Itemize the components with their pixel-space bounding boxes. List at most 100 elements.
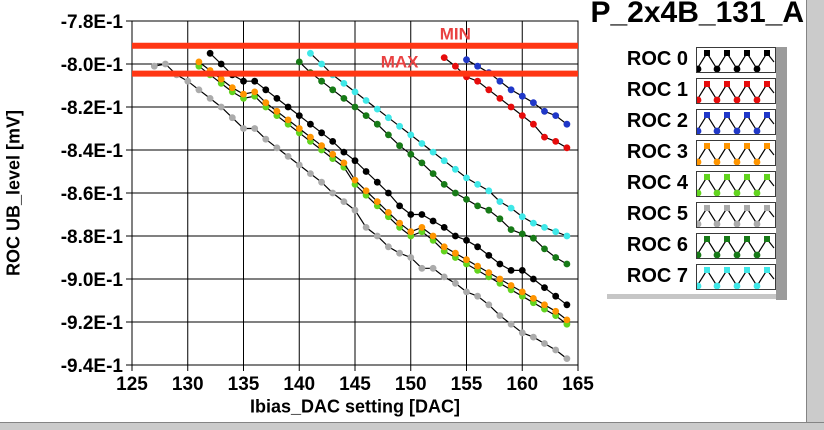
data-point (463, 288, 470, 296)
data-point (474, 181, 481, 188)
data-point (496, 215, 504, 223)
data-point (329, 86, 337, 94)
data-point (530, 275, 537, 283)
x-axis-title: Ibias_DAC setting [DAC] (249, 396, 461, 417)
data-point (195, 86, 203, 94)
data-point (530, 295, 537, 302)
data-point (206, 49, 214, 57)
series-roc-2 (463, 56, 571, 128)
data-point (530, 219, 537, 227)
plot-style-icon (697, 173, 775, 196)
data-point (563, 144, 571, 152)
y-tick-label: -9.2E-1 (61, 313, 124, 334)
data-point (452, 249, 459, 257)
y-tick-label: -9.4E-1 (61, 356, 124, 377)
data-point (396, 142, 403, 150)
data-point (440, 243, 448, 251)
page-title: P_2x4B_131_A (590, 0, 804, 29)
window-border-bottom (0, 422, 824, 430)
data-point (195, 58, 203, 66)
data-point (452, 165, 459, 173)
data-point (373, 120, 381, 128)
y-tick-label: -8.8E-1 (61, 227, 124, 248)
data-point (407, 228, 415, 236)
data-point (496, 275, 504, 283)
data-point (240, 77, 247, 85)
x-tick-label: 155 (451, 374, 483, 395)
data-point (429, 264, 437, 272)
data-point (318, 60, 325, 68)
data-point (518, 112, 526, 119)
legend-swatch-roc-5[interactable] (696, 201, 776, 228)
data-point (496, 77, 504, 85)
data-point (184, 77, 192, 85)
data-point (463, 196, 470, 203)
legend-label: ROC 2 (626, 110, 688, 132)
data-point (552, 254, 560, 261)
series-roc-3 (195, 58, 571, 324)
legend-label: ROC 4 (626, 172, 688, 194)
data-point (396, 202, 403, 210)
data-point (563, 301, 571, 309)
data-point (429, 148, 437, 156)
data-point (474, 77, 481, 85)
y-axis-ticks: -7.8E-1 -8.0E-1 -8.2E-1 -8.4E-1 -8.6E-1 -8.8E… (61, 12, 132, 377)
data-point (507, 103, 515, 111)
data-point (295, 161, 303, 169)
data-point (452, 189, 459, 197)
data-point (485, 269, 493, 276)
data-point (440, 54, 448, 61)
legend-swatch-roc-4[interactable] (696, 170, 776, 197)
data-point (440, 157, 448, 165)
data-point (418, 211, 426, 218)
legend-shadow-right (776, 47, 787, 300)
data-point (351, 157, 359, 165)
data-point (541, 340, 548, 347)
y-tick-label: -8.6E-1 (61, 184, 124, 205)
data-point (240, 125, 247, 132)
data-point (485, 86, 493, 94)
data-point (530, 120, 537, 128)
legend-swatch-roc-7[interactable] (696, 263, 776, 290)
data-point (518, 329, 526, 337)
y-tick-label: -9.0E-1 (61, 270, 124, 291)
data-point (262, 99, 270, 107)
legend-swatch-roc-2[interactable] (696, 108, 776, 135)
data-point (351, 103, 359, 111)
legend-label: ROC 0 (626, 48, 688, 70)
legend-swatch-roc-1[interactable] (696, 77, 776, 104)
legend-swatch-roc-3[interactable] (696, 139, 776, 166)
data-point (273, 107, 281, 115)
data-point (318, 142, 325, 150)
data-point (541, 301, 548, 309)
data-point (295, 58, 303, 66)
legend-swatch-roc-0[interactable] (696, 46, 776, 73)
data-point (351, 176, 359, 184)
data-point (340, 198, 348, 206)
data-point (541, 107, 548, 115)
data-point (496, 198, 504, 206)
data-point (541, 133, 548, 141)
data-point (162, 60, 169, 68)
data-point (452, 62, 459, 70)
legend-item-roc-1: ROC 1 (598, 75, 776, 106)
data-point (329, 138, 337, 145)
x-axis-ticks: 125 130 135 140 145 150 155 160 165 (116, 365, 594, 395)
data-point (530, 99, 537, 107)
data-point (396, 219, 403, 227)
data-point (507, 204, 515, 212)
data-point (407, 131, 415, 139)
legend-swatch-roc-6[interactable] (696, 232, 776, 259)
data-point (340, 148, 348, 156)
data-point (362, 168, 370, 175)
series-roc-6 (295, 58, 571, 268)
data-point (563, 355, 571, 362)
data-point (385, 131, 392, 139)
data-point (217, 75, 225, 83)
data-point (273, 144, 281, 152)
data-point (373, 178, 381, 186)
data-point (373, 232, 381, 240)
data-point (518, 267, 526, 274)
data-point (474, 202, 481, 210)
